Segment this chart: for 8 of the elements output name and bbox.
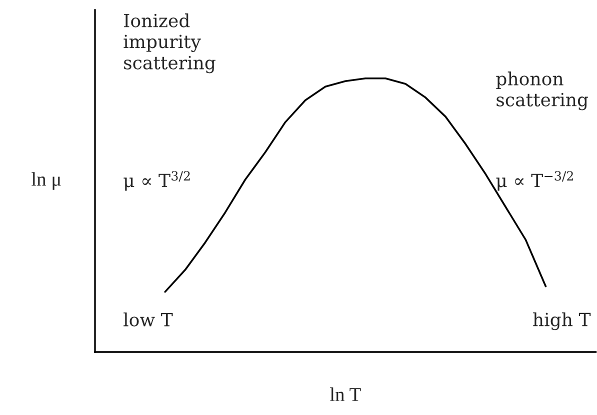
- annotation: phonon scattering: [496, 72, 588, 110]
- annotation: μ ∝ T$^{−3/2}$: [496, 171, 573, 191]
- annotation: low T: [124, 312, 173, 326]
- x-axis-title: ln T: [330, 387, 361, 401]
- text: Ionized impurity scattering: [124, 13, 216, 74]
- annotation: μ ∝ T$^{3/2}$: [124, 171, 190, 191]
- y-axis-title: ln μ: [32, 172, 61, 190]
- annotation: high T: [533, 312, 591, 330]
